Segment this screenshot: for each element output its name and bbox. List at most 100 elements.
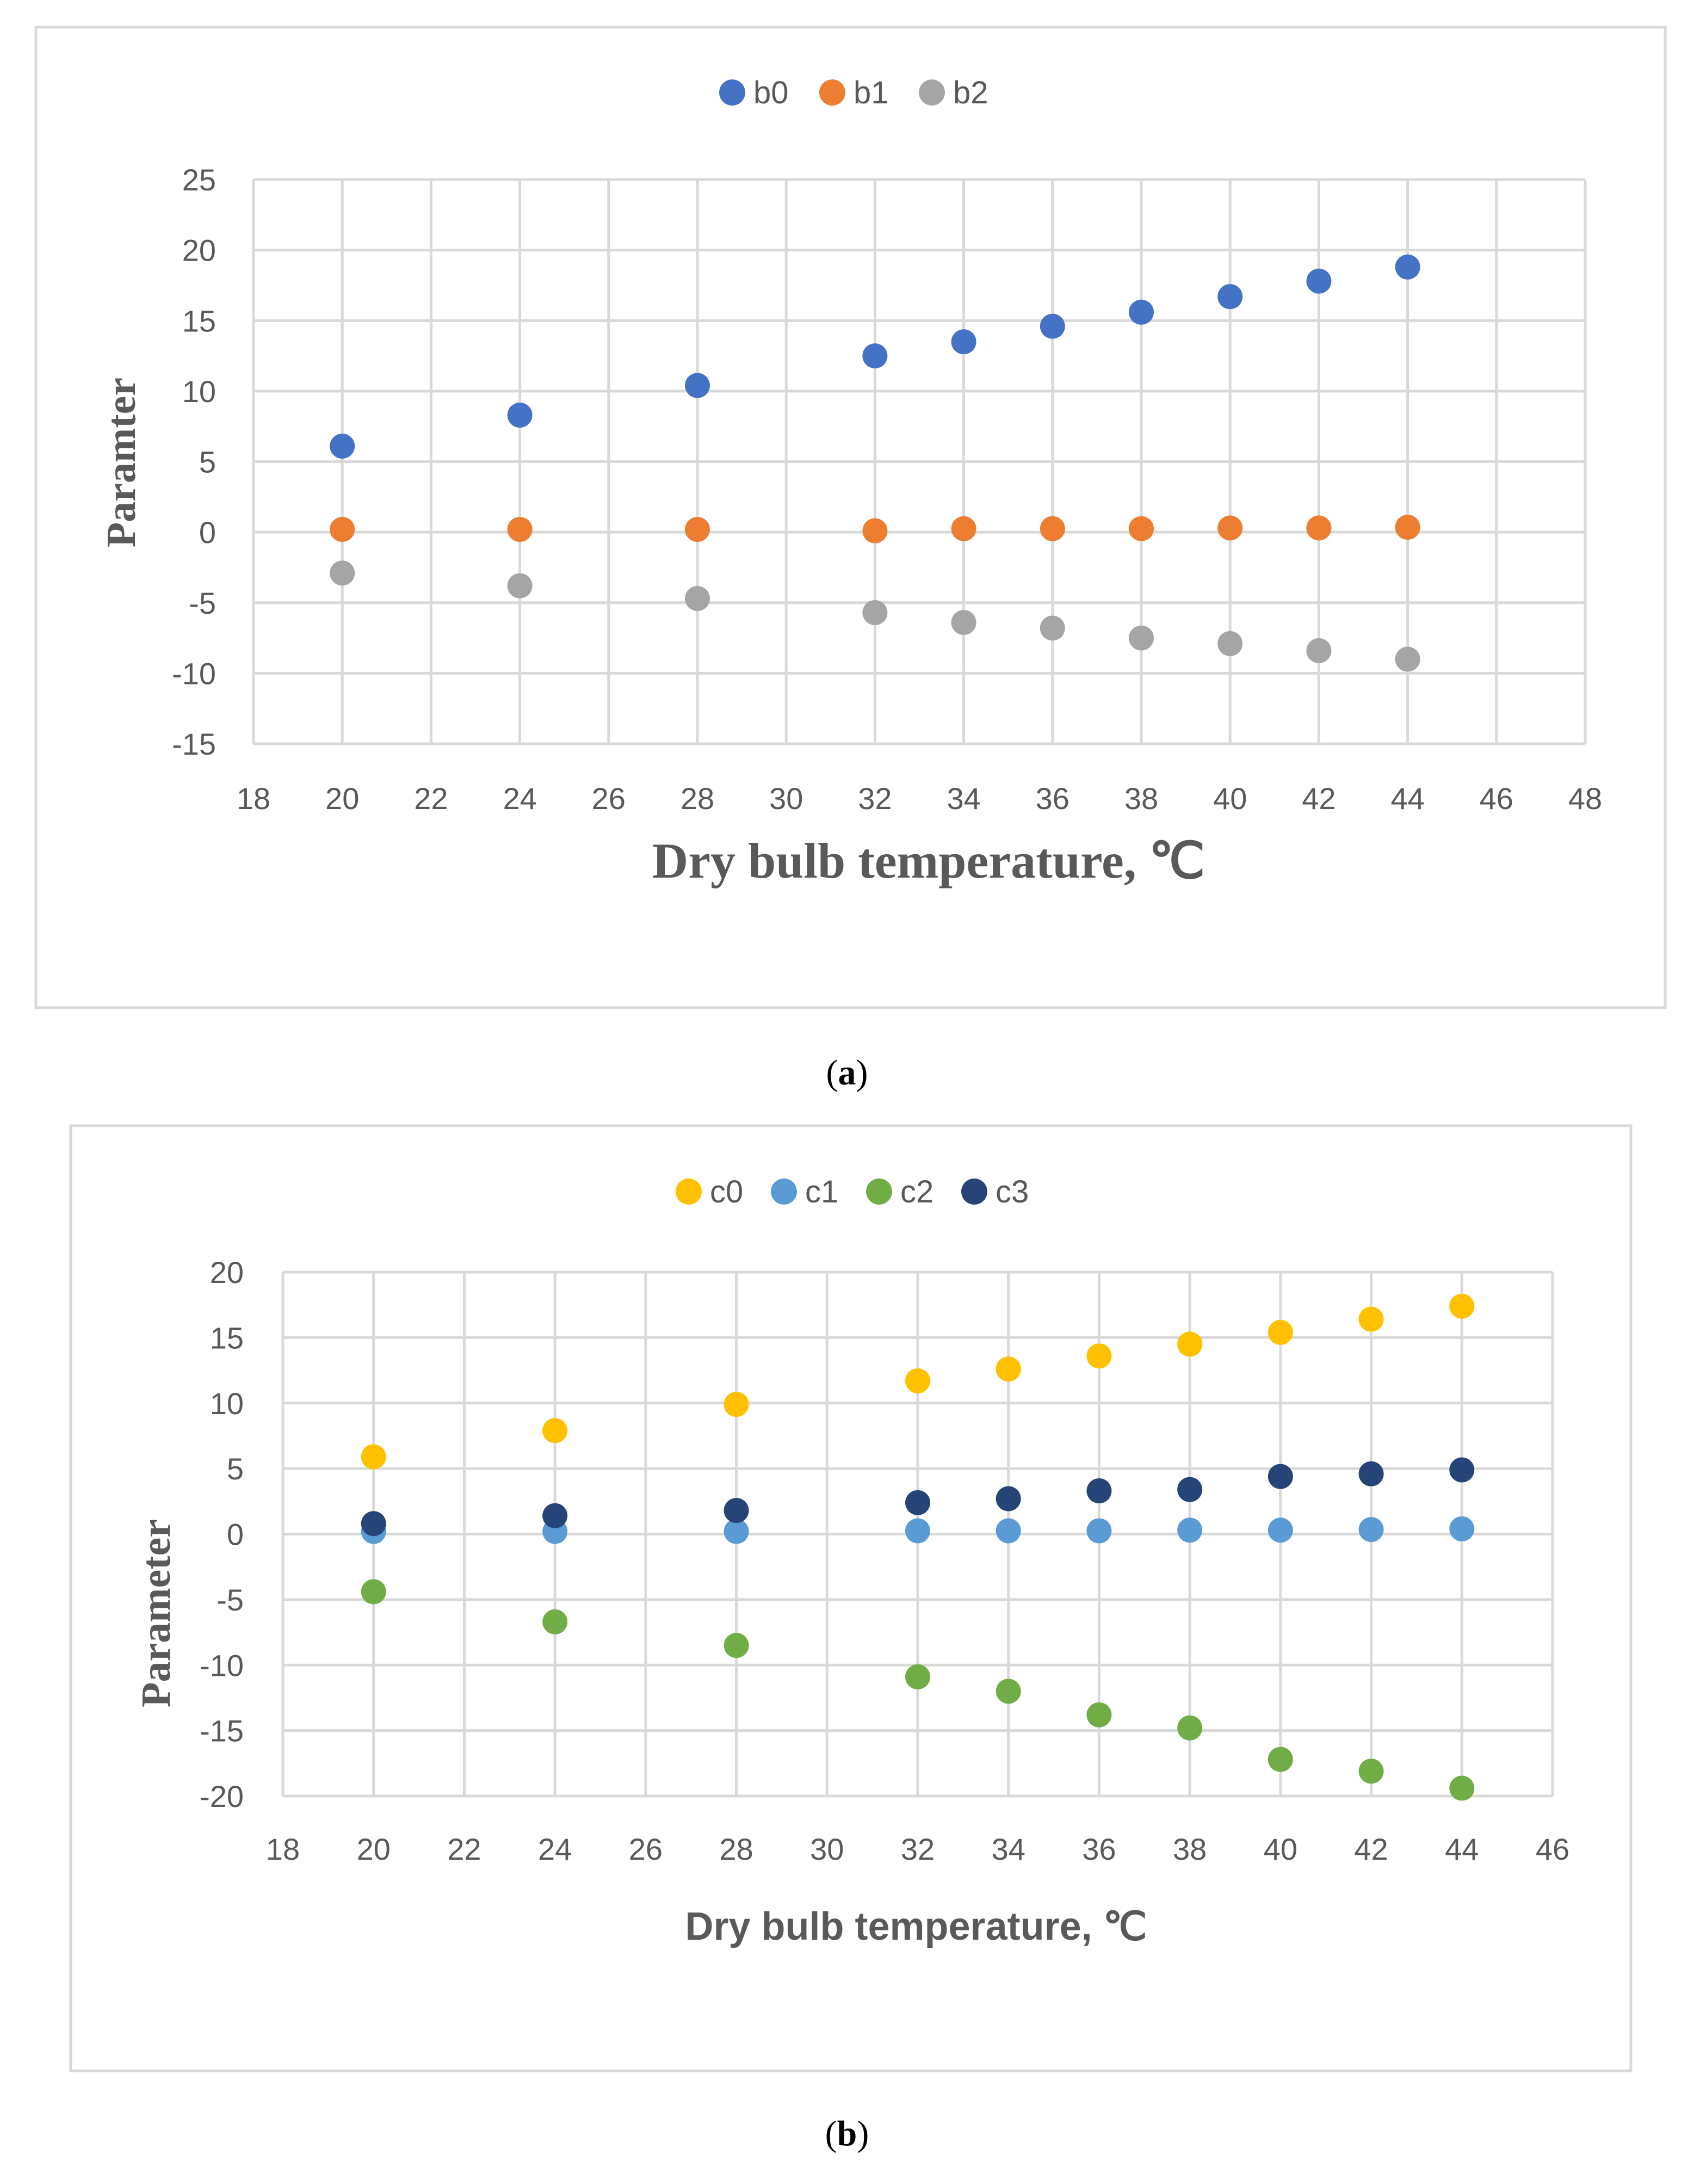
x-tick-labels-a: 18 20 22 24 26 28 30 32 34 36 38 40 42 44 46 48 [237, 781, 1602, 816]
point-c2 [1449, 1775, 1475, 1801]
point-c1 [1358, 1517, 1384, 1543]
point-b1 [507, 516, 533, 542]
legend-marker-c1 [771, 1179, 797, 1205]
point-c3 [542, 1503, 568, 1528]
point-c2 [1086, 1702, 1112, 1728]
point-c2 [905, 1664, 930, 1689]
point-b0 [862, 343, 888, 369]
x-tick-label: 22 [414, 781, 448, 816]
y-tick-label: -5 [217, 1583, 244, 1617]
y-tick-label: 20 [182, 233, 216, 268]
x-tick-label: 32 [858, 781, 892, 816]
y-tick-label: 0 [199, 515, 216, 550]
point-b2 [685, 585, 710, 611]
y-tick-label: 10 [210, 1386, 244, 1421]
point-c2 [1268, 1747, 1293, 1772]
grid-a [252, 178, 1587, 745]
point-b2 [1129, 625, 1154, 651]
x-tick-labels-b: 18 20 22 24 26 28 30 32 34 36 38 40 42 44 46 [266, 1832, 1569, 1866]
point-c3 [1177, 1477, 1203, 1502]
x-tick-label: 28 [681, 781, 714, 816]
x-tick-label: 40 [1264, 1832, 1297, 1866]
x-tick-label: 34 [992, 1832, 1025, 1866]
point-c3 [361, 1511, 386, 1537]
legend-label-c2: c2 [900, 1174, 933, 1210]
legend-label-b0: b0 [753, 75, 789, 110]
legend-marker-b2 [919, 79, 945, 106]
legend-label-b1: b1 [854, 75, 889, 110]
point-c3 [996, 1486, 1021, 1511]
point-c0 [1268, 1319, 1293, 1345]
point-c0 [361, 1444, 386, 1470]
y-tick-label: 5 [227, 1452, 244, 1486]
point-c0 [542, 1418, 568, 1443]
x-tick-label: 36 [1082, 1832, 1116, 1866]
point-c0 [1449, 1293, 1475, 1319]
x-tick-label: 20 [325, 781, 359, 816]
point-c1 [905, 1518, 930, 1544]
point-c1 [1086, 1518, 1112, 1544]
chart-frame-a [34, 26, 1667, 1009]
point-c3 [1268, 1464, 1293, 1489]
point-b0 [507, 402, 533, 428]
point-b0 [330, 433, 355, 459]
point-c1 [996, 1518, 1021, 1544]
legend-label-c1: c1 [805, 1174, 838, 1210]
x-tick-label: 46 [1480, 781, 1513, 816]
point-c0 [1358, 1306, 1384, 1332]
x-tick-label: 24 [538, 1832, 572, 1866]
y-tick-label: -10 [172, 656, 216, 690]
y-tick-label: 5 [199, 445, 216, 479]
point-c3 [1358, 1461, 1384, 1486]
y-tick-label: -5 [189, 586, 216, 620]
point-b2 [507, 573, 533, 599]
caption-b: (b) [825, 2114, 869, 2154]
legend-marker-c3 [961, 1179, 987, 1205]
point-c2 [542, 1609, 568, 1634]
point-b1 [1395, 515, 1420, 540]
y-tick-label: 25 [182, 163, 216, 197]
legend-b: c0 c1 c2 c3 [676, 1174, 1029, 1210]
caption-a: (a) [826, 1053, 868, 1093]
point-c2 [724, 1633, 749, 1658]
point-b0 [1306, 268, 1332, 294]
y-tick-label: -20 [200, 1779, 244, 1813]
data-points-b [361, 1293, 1475, 1801]
x-tick-label: 36 [1036, 781, 1069, 816]
point-c3 [1086, 1478, 1112, 1504]
x-axis-title-a: Dry bulb temperature, ℃ [652, 833, 1205, 889]
y-tick-label: 15 [182, 304, 216, 338]
point-b1 [330, 516, 355, 542]
point-b2 [1040, 615, 1065, 641]
point-c0 [1086, 1343, 1112, 1369]
point-c2 [996, 1679, 1021, 1704]
x-tick-label: 46 [1536, 1832, 1569, 1866]
point-c2 [361, 1579, 386, 1605]
x-axis-title-b: Dry bulb temperature, ℃ [685, 1905, 1147, 1948]
point-b0 [1040, 313, 1065, 339]
legend-marker-c0 [676, 1179, 702, 1205]
x-tick-label: 18 [266, 1832, 300, 1866]
legend-a: b0 b1 b2 [719, 75, 988, 110]
point-b0 [951, 329, 976, 355]
x-tick-label: 32 [901, 1832, 935, 1866]
point-c0 [1177, 1331, 1203, 1357]
x-tick-label: 48 [1568, 781, 1602, 816]
x-tick-label: 26 [592, 781, 626, 816]
point-b1 [1129, 516, 1154, 541]
point-b1 [951, 516, 976, 541]
x-tick-label: 22 [447, 1832, 481, 1866]
point-b2 [1395, 646, 1420, 672]
x-tick-label: 20 [357, 1832, 391, 1866]
point-c2 [1358, 1759, 1384, 1784]
data-points-a [330, 254, 1420, 672]
x-tick-label: 24 [503, 781, 536, 816]
y-tick-label: -15 [172, 727, 216, 761]
legend-label-b2: b2 [953, 75, 988, 110]
x-tick-label: 28 [719, 1832, 753, 1866]
point-b0 [1129, 299, 1154, 325]
point-b1 [1040, 516, 1065, 541]
x-tick-label: 42 [1354, 1832, 1388, 1866]
x-tick-label: 30 [769, 781, 803, 816]
